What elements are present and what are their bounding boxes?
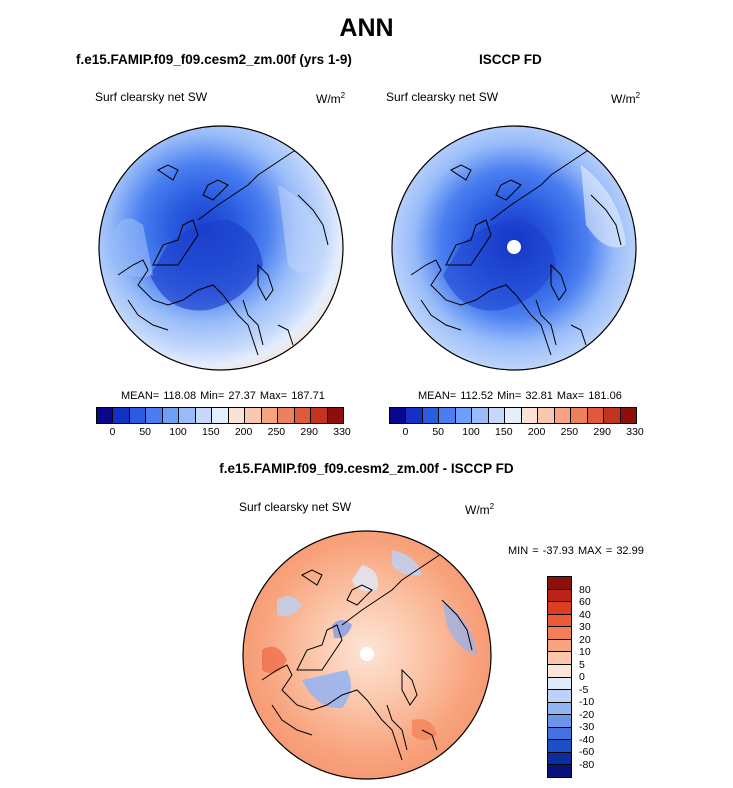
panel1-colorbar xyxy=(96,407,344,424)
panel3-polar-map xyxy=(242,530,492,780)
colorbar-tick-label: 20 xyxy=(579,633,591,646)
colorbar-swatch xyxy=(245,408,262,423)
colorbar-swatch xyxy=(439,408,456,423)
colorbar-swatch xyxy=(548,727,571,741)
panel2-stats: MEAN= 112.52 Min= 32.81 Max= 181.06 xyxy=(418,390,622,402)
colorbar-swatch xyxy=(521,408,539,423)
colorbar-swatch xyxy=(538,408,555,423)
colorbar-swatch xyxy=(548,690,571,703)
colorbar-tick-label: 100 xyxy=(169,426,187,438)
colorbar-swatch xyxy=(548,589,571,603)
colorbar-tick-label: 250 xyxy=(560,426,579,438)
colorbar-tick-label: -30 xyxy=(579,721,595,733)
panel1-polar-map xyxy=(98,125,344,371)
panel1-variable-label: Surf clearsky net SW xyxy=(95,90,208,104)
colorbar-swatch xyxy=(327,408,344,423)
colorbar-swatch xyxy=(146,408,163,423)
colorbar-swatch xyxy=(311,408,328,423)
figure-title: ANN xyxy=(339,14,394,42)
colorbar-swatch xyxy=(548,715,571,728)
colorbar-swatch xyxy=(278,408,295,423)
colorbar-tick-label: 250 xyxy=(267,426,286,438)
colorbar-swatch xyxy=(129,408,147,423)
colorbar-swatch xyxy=(261,408,279,423)
colorbar-swatch xyxy=(472,408,489,423)
colorbar-tick-label: 290 xyxy=(593,426,611,438)
colorbar-swatch xyxy=(294,408,312,423)
panel2-title: ISCCP FD xyxy=(479,52,542,67)
colorbar-swatch xyxy=(390,408,407,423)
colorbar-tick-label: -5 xyxy=(579,683,589,696)
colorbar-tick-label: -80 xyxy=(579,758,595,771)
colorbar-tick-label: 0 xyxy=(109,426,116,438)
colorbar-swatch xyxy=(548,627,571,640)
colorbar-swatch xyxy=(587,408,605,423)
colorbar-tick-label: 290 xyxy=(300,426,318,438)
panel3-units: W/m2 xyxy=(465,502,495,517)
colorbar-tick-label: 80 xyxy=(579,583,591,596)
colorbar-swatch xyxy=(548,577,571,590)
colorbar-swatch xyxy=(422,408,440,423)
panel2-colorbar xyxy=(389,407,637,424)
panel3-colorbar xyxy=(547,576,572,778)
colorbar-tick-label: 330 xyxy=(626,426,644,438)
colorbar-swatch xyxy=(179,408,196,423)
colorbar-swatch xyxy=(162,408,180,423)
colorbar-swatch xyxy=(548,639,571,653)
colorbar-swatch xyxy=(406,408,423,423)
colorbar-tick-label: 30 xyxy=(579,621,591,633)
colorbar-swatch xyxy=(548,652,571,665)
colorbar-swatch xyxy=(113,408,130,423)
colorbar-tick-label: 0 xyxy=(579,671,585,683)
colorbar-tick-label: -40 xyxy=(579,733,595,746)
colorbar-tick-label: -60 xyxy=(579,746,595,758)
colorbar-swatch xyxy=(548,740,571,753)
colorbar-tick-label: 60 xyxy=(579,596,591,608)
colorbar-tick-label: 100 xyxy=(462,426,480,438)
colorbar-tick-label: 200 xyxy=(234,426,253,438)
colorbar-swatch xyxy=(505,408,522,423)
colorbar-tick-label: 330 xyxy=(333,426,351,438)
panel3-title: f.e15.FAMIP.f09_f09.cesm2_zm.00f - ISCCP… xyxy=(219,461,514,476)
colorbar-tick-label: 50 xyxy=(432,426,445,438)
panel2-polar-map xyxy=(391,125,637,371)
colorbar-tick-label: 50 xyxy=(139,426,152,438)
colorbar-tick-label: -20 xyxy=(579,708,595,721)
panel2-colorbar-ticks: 0 50 100 150 200 250 290 330 xyxy=(389,426,643,440)
colorbar-swatch xyxy=(548,765,571,777)
colorbar-swatch xyxy=(228,408,246,423)
colorbar-swatch xyxy=(620,408,637,423)
panel1-units: W/m2 xyxy=(316,91,346,106)
panel3-variable-label: Surf clearsky net SW xyxy=(239,500,352,514)
colorbar-swatch xyxy=(97,408,114,423)
panel1-title: f.e15.FAMIP.f09_f09.cesm2_zm.00f (yrs 1-… xyxy=(76,52,352,67)
panel2-units: W/m2 xyxy=(611,91,641,106)
colorbar-swatch xyxy=(548,614,571,628)
panel1-colorbar-ticks: 0 50 100 150 200 250 290 330 xyxy=(96,426,350,440)
colorbar-swatch xyxy=(195,408,213,423)
colorbar-swatch xyxy=(554,408,572,423)
colorbar-tick-label: 200 xyxy=(527,426,546,438)
colorbar-tick-label: 150 xyxy=(495,426,513,438)
colorbar-swatch xyxy=(548,752,571,766)
colorbar-swatch xyxy=(488,408,506,423)
colorbar-swatch xyxy=(455,408,473,423)
colorbar-swatch xyxy=(212,408,229,423)
colorbar-swatch xyxy=(548,702,571,716)
colorbar-tick-label: 40 xyxy=(579,608,591,621)
colorbar-swatch xyxy=(548,677,571,691)
colorbar-tick-label: 150 xyxy=(202,426,220,438)
panel1-stats: MEAN= 118.08 Min= 27.37 Max= 187.71 xyxy=(121,390,325,402)
panel2-variable-label: Surf clearsky net SW xyxy=(386,90,499,104)
panel3-minmax: MIN = -37.93 MAX = 32.99 xyxy=(508,545,644,557)
colorbar-swatch xyxy=(571,408,588,423)
colorbar-swatch xyxy=(548,664,571,678)
colorbar-swatch xyxy=(548,602,571,615)
colorbar-tick-label: 0 xyxy=(402,426,409,438)
colorbar-tick-label: 5 xyxy=(579,658,585,671)
colorbar-tick-label: -10 xyxy=(579,696,595,708)
colorbar-tick-label: 10 xyxy=(579,646,591,658)
colorbar-swatch xyxy=(604,408,621,423)
